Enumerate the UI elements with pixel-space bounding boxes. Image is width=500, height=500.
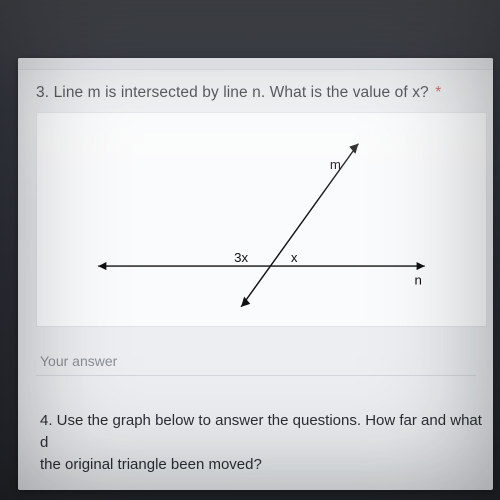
label-n: n (415, 272, 422, 287)
intersection-diagram: m n 3x x (37, 113, 486, 332)
q4-line1: 4. Use the graph below to answer the que… (40, 412, 482, 451)
question-4-text: 4. Use the graph below to answer the que… (36, 410, 487, 475)
arrow-n-right (417, 262, 425, 270)
question-body: Line m is intersected by line n. What is… (54, 84, 429, 101)
arrow-m-top (349, 144, 358, 154)
question-number: 3. (36, 84, 49, 101)
q4-line2: the original triangle been moved? (40, 456, 262, 473)
label-m: m (330, 157, 341, 172)
angle-label-x: x (291, 250, 298, 265)
angle-label-3x: 3x (234, 250, 248, 265)
arrow-m-bottom (241, 297, 250, 307)
arrow-n-left (98, 262, 106, 270)
question-3-text: 3. Line m is intersected by line n. What… (36, 84, 487, 102)
diagram-figure: m n 3x x (36, 112, 487, 327)
answer-input[interactable]: Your answer (36, 353, 476, 376)
window-topbar (18, 58, 493, 70)
required-marker: * (435, 84, 441, 101)
